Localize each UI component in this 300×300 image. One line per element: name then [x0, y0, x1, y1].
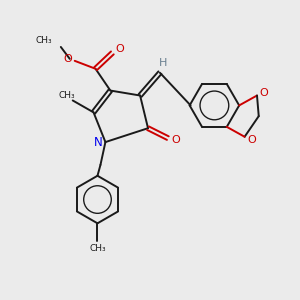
Text: CH₃: CH₃ — [58, 91, 75, 100]
Text: O: O — [260, 88, 268, 98]
Text: O: O — [115, 44, 124, 54]
Text: O: O — [247, 135, 256, 145]
Text: CH₃: CH₃ — [89, 244, 106, 253]
Text: N: N — [94, 136, 103, 148]
Text: O: O — [171, 135, 180, 145]
Text: H: H — [159, 58, 167, 68]
Text: O: O — [63, 54, 72, 64]
Text: CH₃: CH₃ — [35, 35, 52, 44]
